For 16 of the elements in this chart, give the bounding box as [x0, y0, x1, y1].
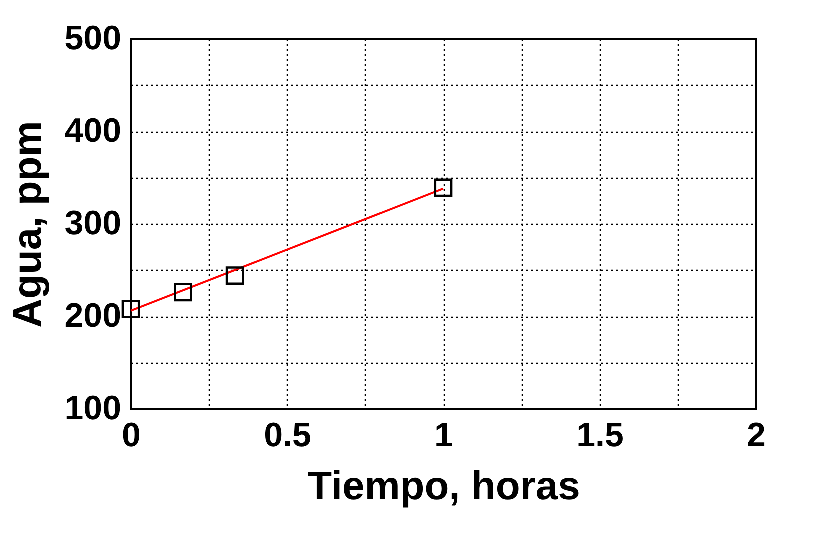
x-tick-label: 1.5: [576, 416, 624, 454]
x-tick-label: 0: [122, 416, 141, 454]
y-tick-label: 500: [64, 20, 122, 58]
x-tick-label: 1: [434, 416, 454, 454]
y-axis-title: Agua, ppm: [6, 121, 50, 328]
point: [174, 283, 192, 302]
point: [434, 178, 453, 198]
y-tick-label: 400: [64, 112, 122, 150]
x-tick-label: 0.5: [264, 416, 312, 454]
y-tick-label: 200: [64, 297, 122, 335]
y-tick-label: 300: [64, 204, 122, 242]
x-tick-label: 2: [747, 416, 766, 454]
y-tick-label: 100: [64, 390, 122, 428]
point: [122, 300, 140, 318]
point: [226, 266, 244, 285]
x-axis-title: Tiempo, horas: [308, 464, 580, 508]
